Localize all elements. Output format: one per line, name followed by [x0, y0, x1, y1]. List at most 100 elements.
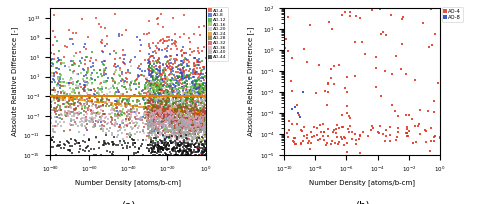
AO-40	[167, 134, 175, 137]
AO-8	[199, 73, 207, 76]
AO-12	[182, 99, 190, 102]
AO-20	[128, 109, 136, 112]
AO-24	[188, 111, 196, 115]
AO-16	[100, 67, 108, 71]
AO-36	[182, 121, 190, 124]
AO-16	[198, 93, 205, 96]
AO-40	[168, 131, 176, 135]
AO-24	[144, 105, 152, 108]
AO-12	[191, 123, 199, 127]
AO-4	[148, 87, 156, 90]
AO-12	[132, 82, 140, 86]
AO-8	[190, 56, 198, 60]
AO-8	[188, 101, 196, 105]
AO-8	[197, 79, 205, 82]
AO-32	[172, 129, 180, 132]
AO-28	[164, 89, 172, 92]
AO-28	[184, 134, 192, 137]
AO-4	[110, 108, 118, 111]
AO-20	[166, 105, 173, 109]
AO-20	[148, 95, 156, 98]
AO-4	[328, 139, 336, 142]
AO-4	[182, 88, 190, 91]
AO-24	[152, 107, 160, 110]
AO-40	[181, 126, 189, 130]
AO-44	[172, 151, 180, 154]
AO-20	[62, 105, 70, 108]
AO-4	[342, 90, 350, 93]
AO-12	[152, 108, 160, 111]
AO-44	[176, 149, 184, 152]
AO-4	[172, 97, 180, 100]
AO-4	[430, 139, 438, 143]
AO-32	[156, 115, 164, 119]
AO-8	[96, 120, 104, 123]
AO-8	[291, 105, 299, 108]
AO-40	[171, 120, 179, 124]
AO-32	[196, 114, 204, 117]
AO-12	[148, 106, 156, 109]
AO-32	[190, 133, 198, 136]
AO-20	[117, 92, 125, 95]
AO-32	[146, 97, 154, 100]
AO-16	[145, 136, 153, 140]
AO-8	[188, 80, 196, 84]
AO-16	[200, 110, 208, 113]
AO-32	[195, 117, 203, 120]
AO-12	[145, 66, 153, 69]
AO-8	[193, 88, 201, 91]
AO-4	[144, 68, 152, 71]
AO-36	[88, 116, 96, 119]
AO-16	[98, 86, 106, 89]
AO-16	[154, 89, 162, 93]
AO-36	[180, 114, 188, 117]
AO-36	[48, 108, 56, 111]
AO-44	[164, 153, 172, 156]
AO-32	[194, 112, 202, 115]
AO-4	[152, 98, 160, 101]
AO-8	[122, 53, 130, 56]
AO-20	[142, 98, 150, 101]
AO-20	[76, 93, 84, 97]
AO-40	[202, 134, 209, 137]
AO-28	[66, 102, 74, 105]
AO-16	[148, 84, 156, 88]
AO-32	[188, 119, 196, 122]
AO-36	[153, 121, 161, 125]
AO-12	[176, 64, 184, 67]
AO-36	[113, 114, 121, 117]
AO-16	[157, 86, 165, 89]
AO-36	[63, 113, 71, 116]
AO-12	[146, 93, 154, 97]
AO-4	[54, 58, 62, 62]
AO-36	[198, 115, 205, 118]
AO-20	[202, 111, 209, 114]
AO-40	[146, 115, 154, 119]
AO-32	[188, 92, 196, 95]
AO-36	[168, 112, 175, 115]
AO-44	[175, 144, 183, 147]
AO-36	[154, 110, 162, 113]
AO-8	[50, 74, 58, 77]
AO-4	[82, 62, 90, 65]
AO-44	[54, 144, 62, 147]
AO-24	[56, 96, 64, 99]
AO-4	[288, 56, 296, 60]
AO-20	[143, 77, 151, 80]
AO-16	[72, 86, 80, 89]
AO-8	[158, 87, 166, 91]
AO-36	[118, 120, 126, 123]
AO-12	[164, 93, 172, 96]
AO-20	[196, 110, 204, 113]
AO-16	[51, 106, 59, 110]
AO-28	[172, 119, 180, 122]
AO-16	[116, 73, 124, 76]
AO-28	[160, 121, 168, 124]
AO-8	[166, 79, 173, 82]
AO-40	[200, 131, 208, 134]
AO-8	[150, 95, 158, 98]
AO-4	[154, 58, 162, 62]
AO-8	[50, 62, 58, 65]
AO-40	[122, 123, 130, 127]
AO-8	[187, 153, 195, 157]
